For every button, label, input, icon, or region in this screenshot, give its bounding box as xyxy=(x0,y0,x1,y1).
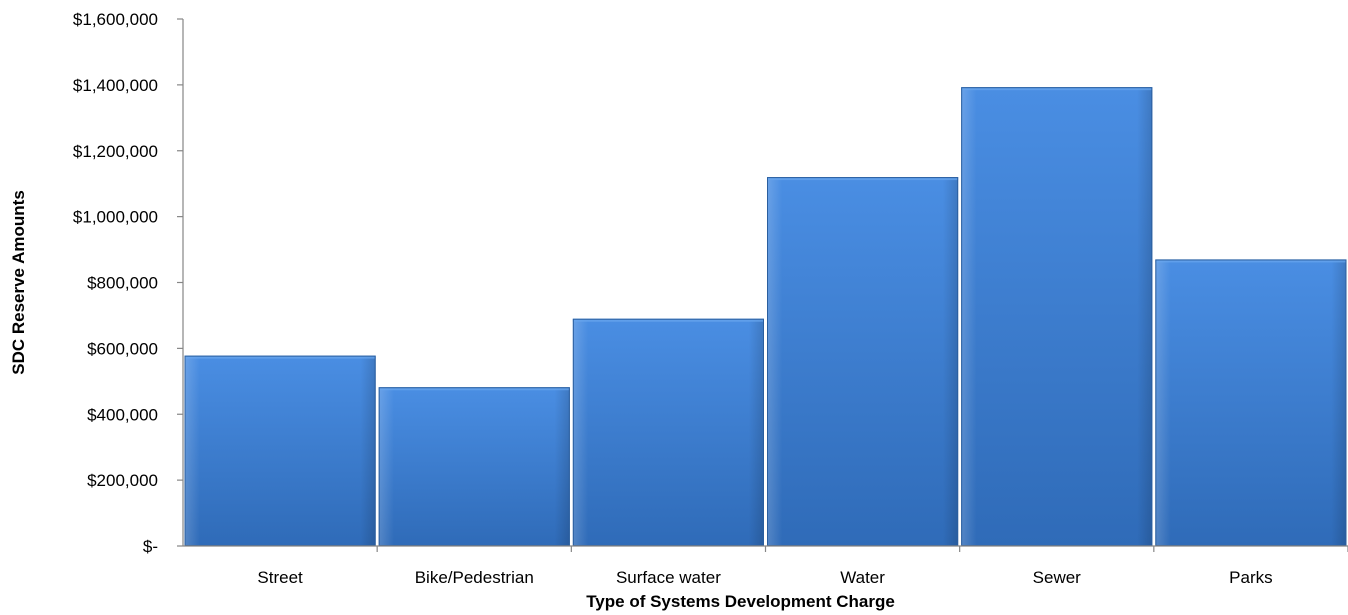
x-tick-label: Sewer xyxy=(1033,568,1082,587)
y-axis-title: SDC Reserve Amounts xyxy=(9,190,28,375)
y-tick-label: $- xyxy=(143,537,158,556)
x-tick-label: Parks xyxy=(1229,568,1272,587)
x-tick-label: Bike/Pedestrian xyxy=(415,568,534,587)
y-tick-label: $600,000 xyxy=(87,339,158,358)
y-tick-label: $1,000,000 xyxy=(73,208,158,227)
bar-surface-water xyxy=(572,318,764,547)
x-tick-label: Water xyxy=(840,568,885,587)
axes-group xyxy=(177,18,1348,552)
x-axis-title: Type of Systems Development Charge xyxy=(586,592,895,611)
y-tick-label: $1,600,000 xyxy=(73,10,158,29)
bar-sewer xyxy=(961,87,1153,546)
y-tick-label: $400,000 xyxy=(87,405,158,424)
bar-street xyxy=(184,355,376,546)
y-tick-label: $200,000 xyxy=(87,471,158,490)
bar-bike-pedestrian xyxy=(378,387,570,546)
bar-parks xyxy=(1155,259,1347,546)
bars-group xyxy=(184,87,1347,547)
labels-group: $- $200,000 $400,000 $600,000 $800,000 $1,000… xyxy=(73,10,1273,587)
x-tick-label: Street xyxy=(257,568,303,587)
y-tick-label: $800,000 xyxy=(87,274,158,293)
x-tick-label: Surface water xyxy=(616,568,721,587)
y-tick-label: $1,400,000 xyxy=(73,76,158,95)
y-tick-label: $1,200,000 xyxy=(73,142,158,161)
bar-water xyxy=(767,177,959,546)
